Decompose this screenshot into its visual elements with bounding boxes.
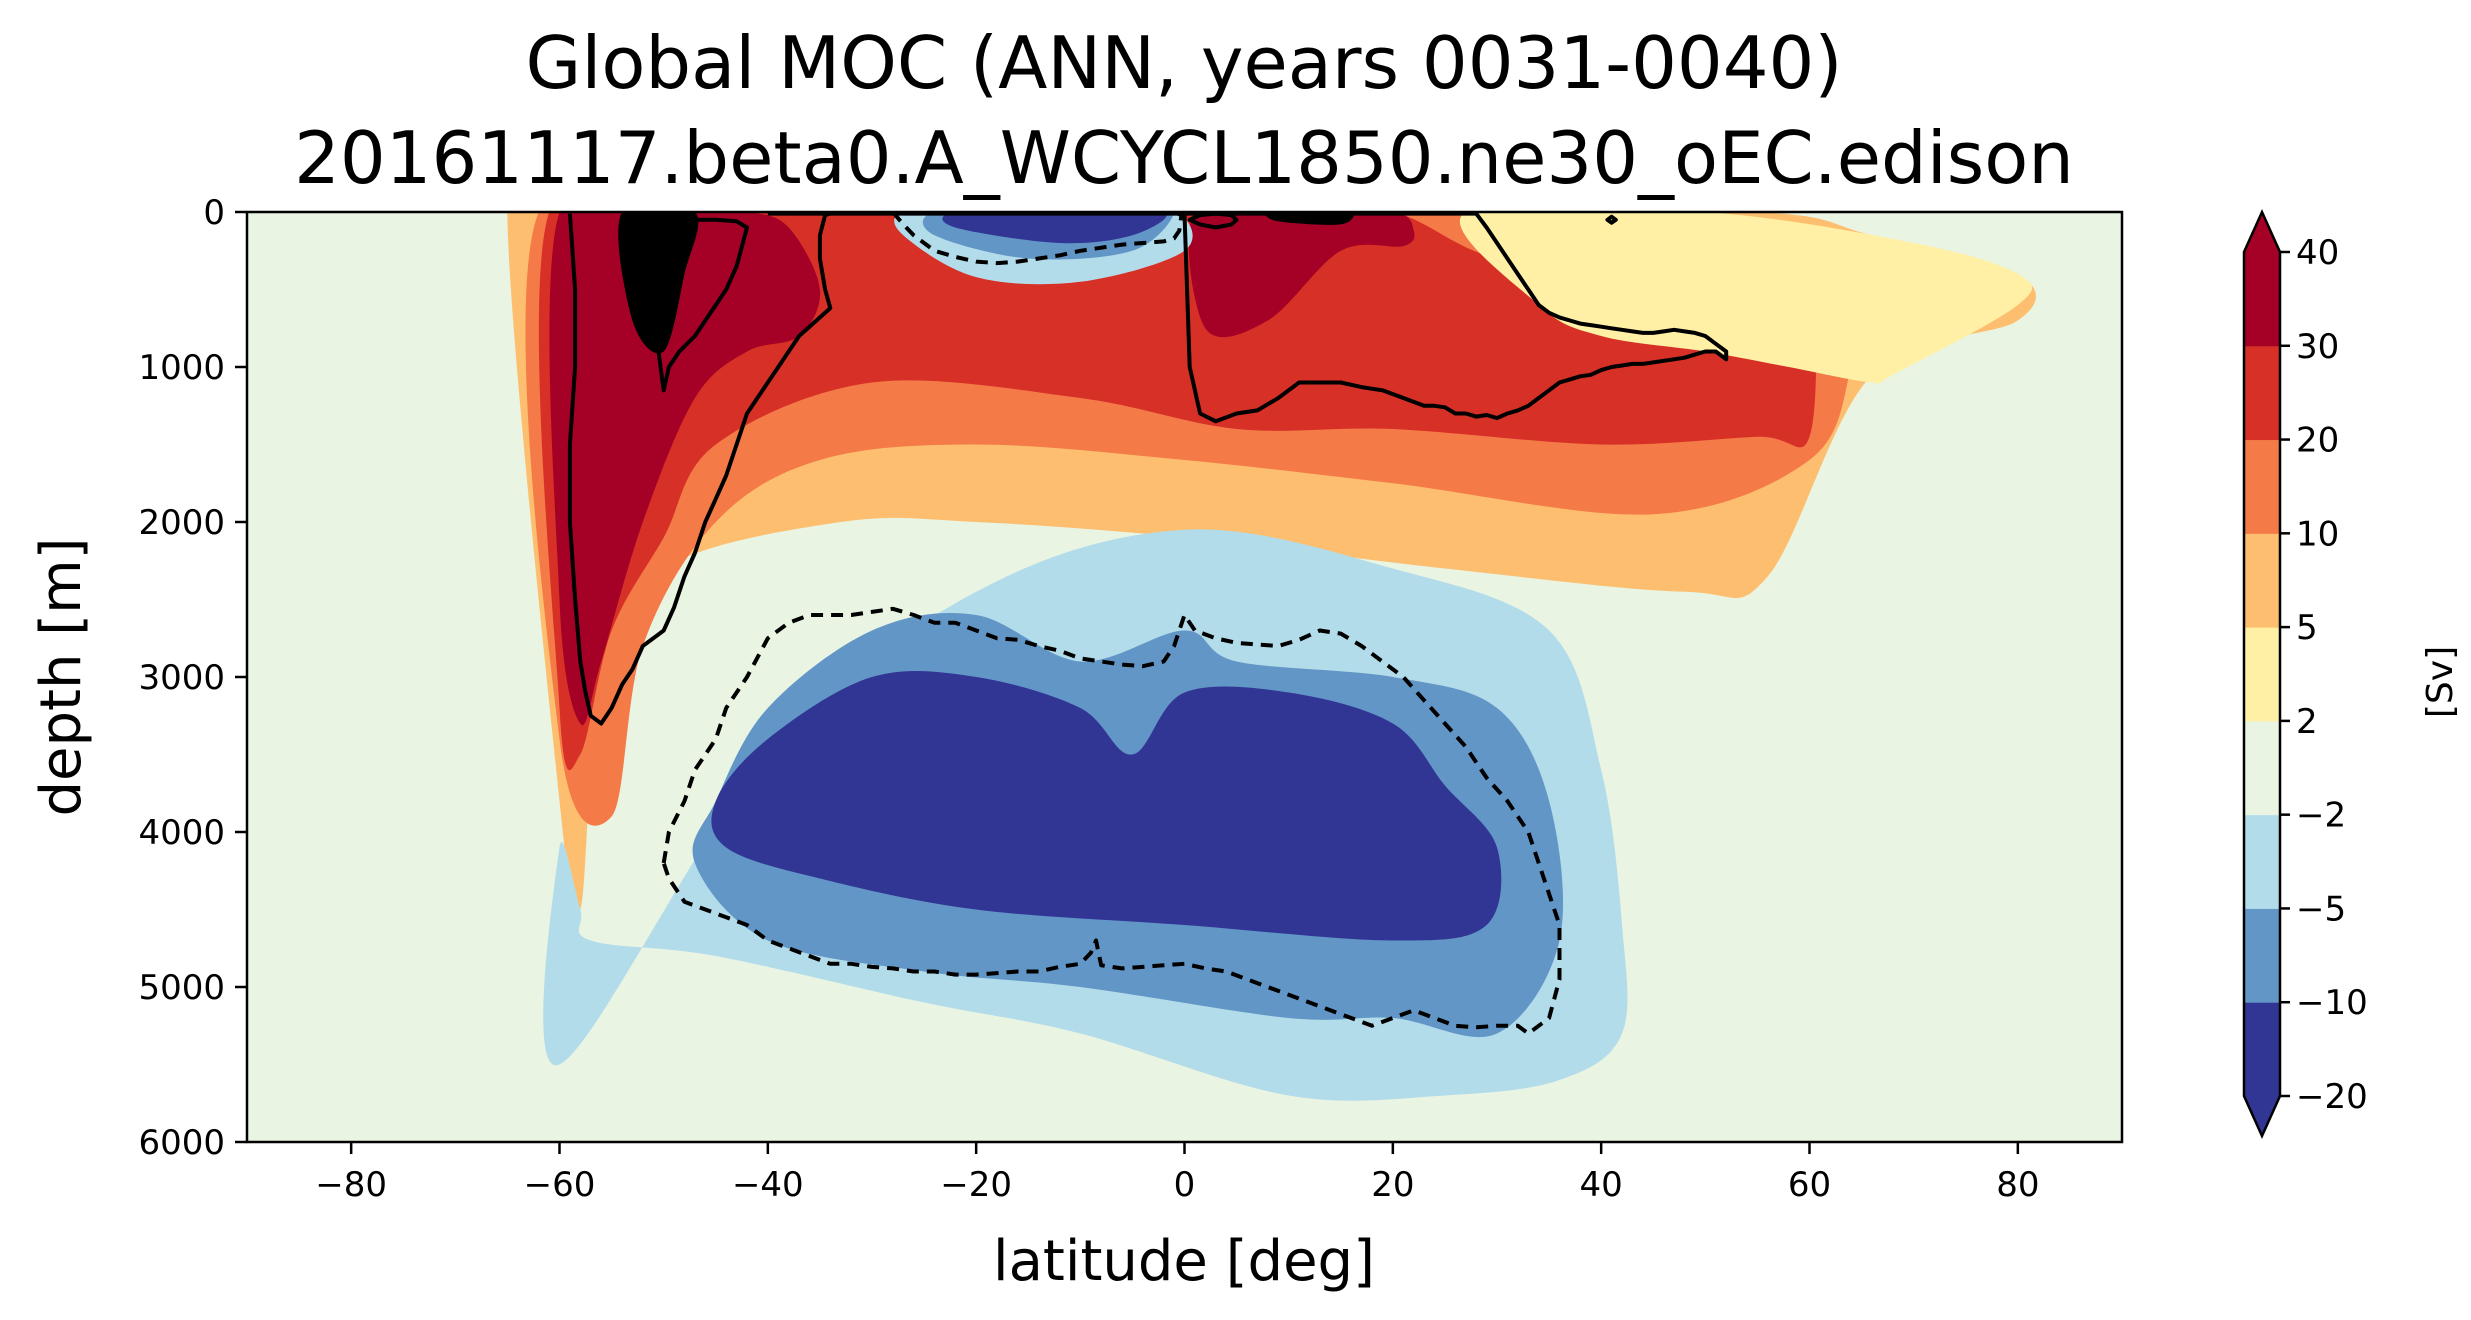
plot-area bbox=[245, 210, 2124, 1144]
chart-subtitle: 20161117.beta0.A_WCYCL1850.ne30_oEC.edis… bbox=[294, 116, 2074, 200]
colorbar-segment bbox=[2244, 720, 2280, 816]
x-tick-label: 60 bbox=[1788, 1165, 1831, 1205]
colorbar-segment bbox=[2244, 814, 2280, 909]
colorbar-tick-label: 40 bbox=[2296, 233, 2339, 273]
tropical-cell-region bbox=[1188, 212, 1415, 338]
x-tick-label: −60 bbox=[524, 1165, 596, 1205]
colorbar-tick-label: −5 bbox=[2296, 889, 2346, 929]
surface-cell-region bbox=[942, 212, 1167, 244]
northern-cell-region bbox=[1459, 212, 2033, 385]
x-tick-label: 20 bbox=[1371, 1165, 1414, 1205]
contour-line-positive bbox=[1605, 214, 1618, 225]
upper-cell-region bbox=[538, 212, 1816, 770]
y-tick-label: 1000 bbox=[138, 348, 225, 388]
colorbar-tick-label: 30 bbox=[2296, 327, 2339, 367]
contour-line-negative bbox=[890, 212, 1184, 266]
colorbar-tick-label: 20 bbox=[2296, 421, 2339, 461]
y-tick-label: 5000 bbox=[138, 968, 225, 1008]
colorbar-segment bbox=[2244, 439, 2280, 534]
colorbar-tick-label: −2 bbox=[2296, 796, 2346, 836]
contour-lines bbox=[567, 212, 1729, 1036]
colorbar-extend-max bbox=[2244, 212, 2280, 252]
x-tick-label: 0 bbox=[1174, 1165, 1196, 1205]
contour-line-positive bbox=[640, 217, 749, 393]
y-tick-label: 2000 bbox=[138, 503, 225, 543]
x-tick-label: 80 bbox=[1996, 1165, 2039, 1205]
y-tick-label: 4000 bbox=[138, 813, 225, 853]
x-tick-label: −40 bbox=[732, 1165, 804, 1205]
y-axis: 0 1000 2000 3000 4000 5000 6000 bbox=[138, 193, 247, 1163]
y-tick-label: 3000 bbox=[138, 658, 225, 698]
colorbar-tick-label: 10 bbox=[2296, 514, 2339, 554]
y-tick-label: 6000 bbox=[138, 1123, 225, 1163]
deep-water-cell-region bbox=[618, 212, 699, 354]
colorbar-label: [Sv] bbox=[2420, 646, 2461, 718]
colorbar-extend-min bbox=[2244, 1096, 2280, 1136]
x-tick-label: 40 bbox=[1580, 1165, 1623, 1205]
colorbar-tick-label: 5 bbox=[2296, 608, 2318, 648]
colorbar-segment bbox=[2244, 345, 2280, 441]
x-tick-label: −20 bbox=[940, 1165, 1012, 1205]
colorbar-segment bbox=[2244, 1002, 2280, 1097]
contour-line-positive bbox=[1302, 213, 1317, 225]
colorbar-segment bbox=[2244, 908, 2280, 1003]
colorbar-segment bbox=[2244, 627, 2280, 722]
colorbar-tick-label: 2 bbox=[2296, 702, 2318, 742]
contour-line-positive bbox=[567, 212, 1729, 726]
abyssal-cell-region bbox=[711, 671, 1502, 941]
colorbar-segment bbox=[2244, 533, 2280, 628]
y-tick-label: 0 bbox=[203, 193, 225, 233]
y-axis-label: depth [m] bbox=[29, 537, 94, 816]
x-axis-label: latitude [deg] bbox=[993, 1229, 1375, 1294]
deep-water-cell-region bbox=[549, 212, 821, 726]
contour-line-negative bbox=[661, 606, 1562, 1036]
colorbar: −20 −10 −5 −2 2 5 10 20 30 40 bbox=[2242, 208, 2368, 1140]
x-tick-label: −80 bbox=[315, 1165, 387, 1205]
x-axis: −80 −60 −40 −20 0 20 40 60 80 bbox=[315, 1142, 2039, 1205]
colorbar-segment bbox=[2244, 252, 2280, 347]
contour-line-positive bbox=[1187, 212, 1239, 230]
colorbar-tick-label: −20 bbox=[2296, 1077, 2368, 1117]
chart-title: Global MOC (ANN, years 0031-0040) bbox=[526, 21, 1843, 105]
colorbar-tick-label: −10 bbox=[2296, 983, 2368, 1023]
